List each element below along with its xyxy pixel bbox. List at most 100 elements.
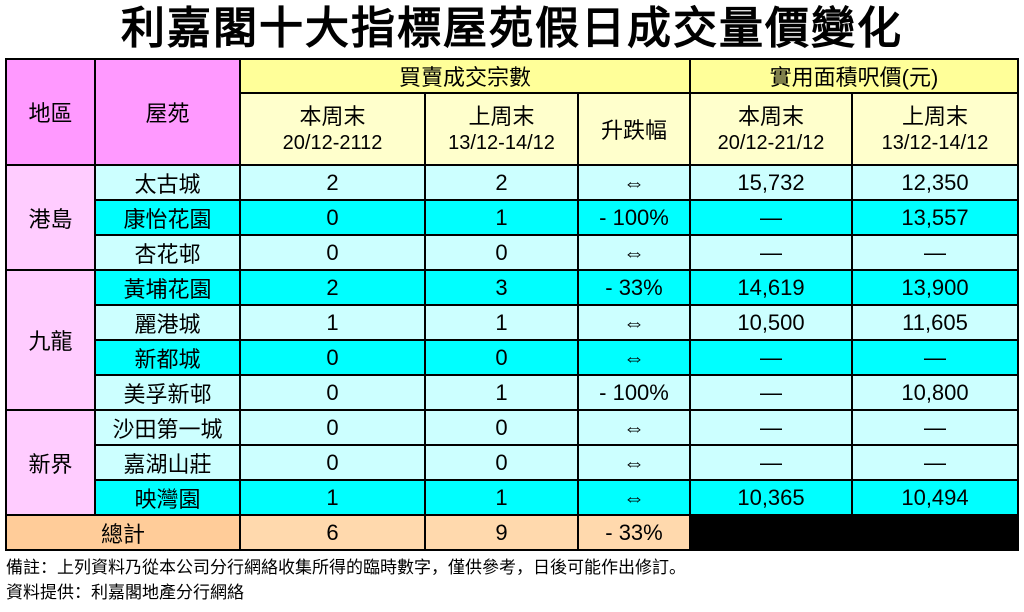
change-cell: - 33% <box>577 269 691 306</box>
estate-name-cell: 沙田第一城 <box>94 409 241 446</box>
estate-row: 嘉湖山莊 0 0 ⇔ — — <box>6 444 1019 481</box>
subheader-label: 本周末 <box>737 103 804 129</box>
txn-last-weekend-cell: 1 <box>424 199 579 236</box>
estate-row: 新界 沙田第一城 0 0 ⇔ — — <box>5 409 1019 516</box>
price-this-weekend-cell: — <box>689 409 853 446</box>
txn-last-weekend-cell: 3 <box>424 269 579 306</box>
price-last-weekend-cell: — <box>851 234 1019 271</box>
estate-row: 美孚新邨 0 1 - 100% — 10,800 <box>6 374 1019 411</box>
subheader-dates: 13/12-14/12 <box>881 131 989 154</box>
blackout-cell <box>689 514 1019 551</box>
estates-table: 地區 屋苑 買賣成交宗數 實用面積呎價(元) 本周末 20/12-2112 上周… <box>5 58 1019 551</box>
estate-name-cell: 太古城 <box>94 164 241 201</box>
txn-this-weekend-cell: 1 <box>239 479 426 516</box>
estate-row: 港島 太古城 2 2 ⇔ 15,732 12,350 <box>5 164 1019 271</box>
estate-row: 康怡花園 0 1 - 100% — 13,557 <box>6 199 1019 236</box>
subheader-price-this-weekend: 本周末 20/12-21/12 <box>689 92 853 166</box>
footnotes: 備註：上列資料乃從本公司分行網絡收集所得的臨時數字，僅供參考，日後可能作出修訂。… <box>6 555 1024 605</box>
estate-name-cell: 黃埔花園 <box>94 269 241 306</box>
change-cell: - 100% <box>577 199 691 236</box>
price-last-weekend-cell: 13,900 <box>851 269 1019 306</box>
price-last-weekend-cell: — <box>851 339 1019 376</box>
estate-name-cell: 嘉湖山莊 <box>94 444 241 481</box>
txn-this-weekend-cell: 0 <box>239 199 426 236</box>
subheader-dates: 13/12-14/12 <box>448 131 555 154</box>
price-this-weekend-cell: — <box>689 234 853 271</box>
estate-row: 麗港城 1 1 ⇔ 10,500 11,605 <box>6 304 1019 341</box>
note-line: 備註：上列資料乃從本公司分行網絡收集所得的臨時數字，僅供參考，日後可能作出修訂。 <box>6 558 686 577</box>
txn-last-weekend-cell: 1 <box>424 479 579 516</box>
txn-this-weekend-cell: 0 <box>239 444 426 481</box>
col-header-estate: 屋苑 <box>94 58 241 166</box>
txn-last-weekend-cell: 0 <box>424 409 579 446</box>
price-last-weekend-cell: 13,557 <box>851 199 1019 236</box>
estate-row: 新都城 0 0 ⇔ — — <box>6 339 1019 376</box>
subheader-dates: 20/12-2112 <box>282 131 383 154</box>
subheader-label: 上周末 <box>468 103 535 129</box>
txn-last-weekend-cell: 0 <box>424 339 579 376</box>
district-cell: 新界 <box>5 409 96 516</box>
source-line: 資料提供：利嘉閣地產分行網絡 <box>6 583 244 602</box>
txn-last-weekend-cell: 1 <box>424 374 579 411</box>
estate-name-cell: 康怡花園 <box>94 199 241 236</box>
total-txn-last-cell: 9 <box>424 514 579 551</box>
change-cell: ⇔ <box>577 444 691 481</box>
txn-last-weekend-cell: 0 <box>424 444 579 481</box>
table-body: 港島 太古城 2 2 ⇔ 15,732 12,350 康怡花園 0 1 - 10… <box>5 164 1019 551</box>
txn-this-weekend-cell: 2 <box>239 269 426 306</box>
group-header-row: 地區 屋苑 買賣成交宗數 實用面積呎價(元) <box>5 58 1019 166</box>
district-cell: 港島 <box>5 164 96 271</box>
subheader-dates: 20/12-21/12 <box>717 131 825 154</box>
estate-name-cell: 麗港城 <box>94 304 241 341</box>
table-header: 地區 屋苑 買賣成交宗數 實用面積呎價(元) 本周末 20/12-2112 上周… <box>5 58 1019 166</box>
district-cell: 九龍 <box>5 269 96 411</box>
estate-row: 九龍 黃埔花園 2 3 - 33% 14,619 13,900 <box>5 269 1019 411</box>
price-last-weekend-cell: — <box>851 409 1019 446</box>
change-cell: ⇔ <box>577 164 691 201</box>
subheader-txn-last-weekend: 上周末 13/12-14/12 <box>424 92 579 166</box>
col-header-district: 地區 <box>5 58 96 166</box>
subheader-price-last-weekend: 上周末 13/12-14/12 <box>851 92 1019 166</box>
change-cell: - 100% <box>577 374 691 411</box>
price-this-weekend-cell: — <box>689 199 853 236</box>
total-txn-this-cell: 6 <box>239 514 426 551</box>
estate-name-cell: 杏花邨 <box>94 234 241 271</box>
estate-name-cell: 美孚新邨 <box>94 374 241 411</box>
page-title: 利嘉閣十大指標屋苑假日成交量價變化 <box>121 4 903 53</box>
change-cell: ⇔ <box>577 339 691 376</box>
estate-row: 杏花邨 0 0 ⇔ — — <box>6 234 1019 271</box>
price-this-weekend-cell: — <box>689 444 853 481</box>
change-cell: ⇔ <box>577 479 691 516</box>
txn-this-weekend-cell: 0 <box>239 409 426 446</box>
subheader-txn-this-weekend: 本周末 20/12-2112 <box>239 92 426 166</box>
group-header-price: 實用面積呎價(元) <box>689 58 1019 94</box>
txn-this-weekend-cell: 0 <box>239 234 426 271</box>
txn-last-weekend-cell: 2 <box>424 164 579 201</box>
change-cell: ⇔ <box>577 304 691 341</box>
estate-row: 映灣園 1 1 ⇔ 10,365 10,494 <box>6 479 1019 516</box>
total-change-cell: - 33% <box>577 514 691 551</box>
txn-this-weekend-cell: 0 <box>239 374 426 411</box>
subheader-change: 升跌幅 <box>577 92 691 166</box>
total-label-cell: 總計 <box>5 514 241 551</box>
total-row: 總計 6 9 - 33% <box>5 514 1019 551</box>
price-last-weekend-cell: 10,494 <box>851 479 1019 516</box>
price-last-weekend-cell: — <box>851 444 1019 481</box>
group-header-transactions: 買賣成交宗數 <box>239 58 691 94</box>
price-last-weekend-cell: 11,605 <box>851 304 1019 341</box>
price-this-weekend-cell: — <box>689 339 853 376</box>
estate-name-cell: 新都城 <box>94 339 241 376</box>
txn-this-weekend-cell: 0 <box>239 339 426 376</box>
change-cell: ⇔ <box>577 409 691 446</box>
price-this-weekend-cell: 10,365 <box>689 479 853 516</box>
txn-last-weekend-cell: 0 <box>424 234 579 271</box>
change-cell: ⇔ <box>577 234 691 271</box>
estate-name-cell: 映灣園 <box>94 479 241 516</box>
sub-header-row: 本周末 20/12-2112 上周末 13/12-14/12 升跌幅 本周末 2… <box>6 92 1019 166</box>
price-this-weekend-cell: 15,732 <box>689 164 853 201</box>
subheader-label: 上周末 <box>901 103 968 129</box>
price-last-weekend-cell: 10,800 <box>851 374 1019 411</box>
txn-this-weekend-cell: 2 <box>239 164 426 201</box>
price-last-weekend-cell: 12,350 <box>851 164 1019 201</box>
